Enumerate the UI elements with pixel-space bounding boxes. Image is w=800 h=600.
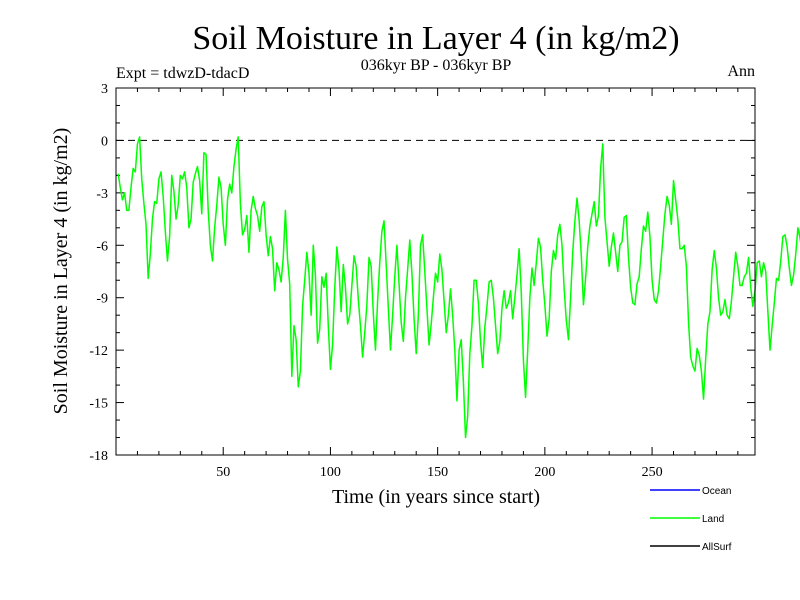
- legend-label-ocean: Ocean: [702, 486, 731, 497]
- chart-subtitle: 036kyr BP - 036kyr BP: [361, 57, 512, 74]
- y-tick-label: -3: [96, 187, 108, 202]
- y-tick-label: -12: [89, 344, 108, 359]
- legend-label-allsurf: AllSurf: [702, 542, 732, 553]
- series-line-land: [117, 136, 800, 439]
- chart-title: Soil Moisture in Layer 4 (in kg/m2): [192, 20, 679, 57]
- tick-layer: 3 0 -3 -6 -9 -12 -15 -18 50 100 150 200 250: [89, 82, 755, 480]
- x-tick-label: 50: [216, 465, 230, 480]
- y-axis-label: Soil Moisture in Layer 4 (in kg/m2): [50, 128, 72, 415]
- legend: Ocean Land AllSurf: [650, 486, 732, 553]
- y-tick-label: -9: [96, 292, 108, 307]
- plot-frame: [115, 87, 756, 456]
- legend-item-allsurf: AllSurf: [650, 542, 732, 553]
- x-tick-label: 250: [642, 465, 663, 480]
- x-tick-label: 100: [320, 465, 341, 480]
- y-tick-label: 3: [101, 82, 108, 97]
- legend-item-land: Land: [650, 514, 724, 525]
- y-tick-label: -18: [89, 449, 108, 464]
- x-tick-label: 150: [427, 465, 448, 480]
- y-tick-label: 0: [101, 134, 108, 149]
- y-tick-label: -6: [96, 239, 108, 254]
- y-tick-label: -15: [89, 397, 108, 412]
- legend-label-land: Land: [702, 514, 724, 525]
- legend-item-ocean: Ocean: [650, 486, 731, 497]
- series-layer: [117, 136, 800, 439]
- x-tick-label: 200: [534, 465, 555, 480]
- experiment-label: Expt = tdwzD-tdacD: [116, 65, 249, 82]
- x-axis-label: Time (in years since start): [332, 486, 540, 508]
- period-label: Ann: [727, 63, 755, 80]
